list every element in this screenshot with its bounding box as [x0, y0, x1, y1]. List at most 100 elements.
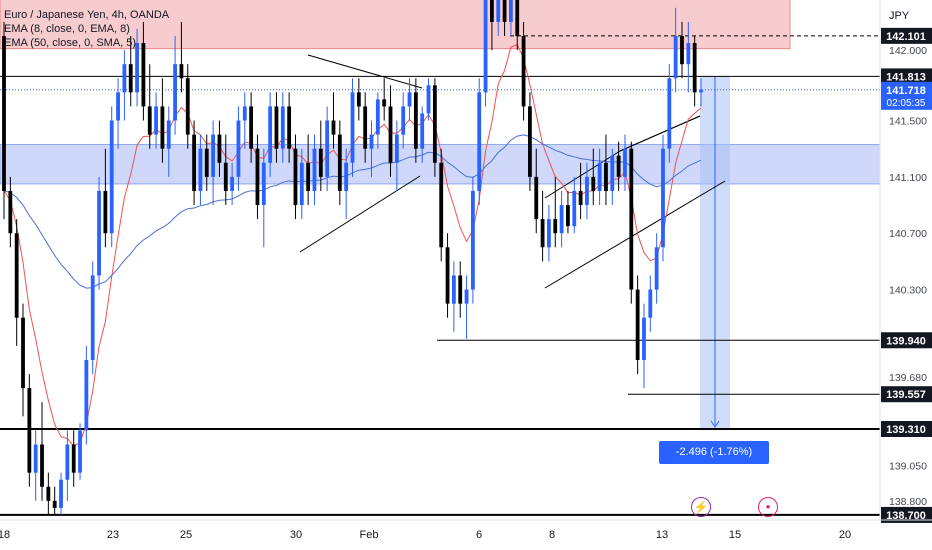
candle	[597, 148, 602, 206]
price-label: 139.310	[886, 424, 926, 436]
candle	[71, 430, 76, 487]
candle-body	[166, 120, 171, 149]
candle-body	[223, 162, 228, 191]
candle-body	[350, 92, 355, 163]
candle-body	[420, 113, 425, 149]
candle-body	[337, 134, 342, 191]
candle-body	[160, 106, 165, 149]
candle	[306, 134, 311, 206]
candle-body	[483, 0, 488, 93]
price-label-bg	[881, 421, 932, 437]
candle-body	[344, 162, 349, 191]
candle-body	[686, 43, 691, 65]
candle-body	[667, 78, 672, 149]
candle	[578, 162, 583, 220]
candle	[160, 78, 165, 163]
candle	[686, 21, 691, 93]
candle-body	[204, 148, 209, 177]
candle-body	[382, 99, 387, 107]
candle-body	[90, 275, 95, 360]
candle	[515, 0, 520, 51]
candle	[198, 134, 203, 206]
candle	[109, 106, 114, 248]
candle	[185, 64, 190, 149]
candle-body	[103, 190, 108, 234]
candle-body	[217, 134, 222, 163]
candle-body	[591, 176, 596, 191]
candle	[458, 261, 463, 318]
record-icon[interactable]: ●	[758, 497, 778, 517]
candle	[318, 120, 323, 191]
candle	[591, 148, 596, 206]
price-tick: 140.300	[889, 285, 927, 297]
candle-body	[299, 162, 304, 206]
candle-body	[559, 205, 564, 234]
candle	[230, 162, 235, 206]
candle	[496, 0, 501, 36]
price-tick: 138.800	[889, 496, 927, 508]
candle-body	[261, 162, 266, 206]
candle	[692, 36, 697, 107]
candle	[344, 148, 349, 220]
lightning-icon[interactable]: ⚡	[691, 497, 711, 517]
time-tick: 20	[839, 529, 851, 541]
candle	[46, 472, 51, 515]
candle-body	[553, 219, 558, 234]
candle-body	[287, 106, 292, 149]
candle	[84, 345, 89, 445]
price-label: 138.700	[886, 510, 926, 522]
time-tick: 13	[656, 529, 668, 541]
measure-label: -2.496 (-1.76%) -249.6	[659, 441, 769, 481]
time-tick: 25	[180, 529, 192, 541]
candle-body	[331, 120, 336, 135]
price-label: 142.101	[886, 31, 926, 43]
symbol-title: Euro / Japanese Yen, 4h, OANDA	[4, 9, 170, 21]
candle-body	[274, 106, 279, 149]
candle	[274, 92, 279, 163]
candle	[369, 120, 374, 177]
candle	[204, 134, 209, 191]
price-label: 141.813	[886, 71, 926, 83]
candle-body	[122, 64, 127, 93]
candle	[394, 120, 399, 191]
candle-body	[375, 99, 380, 135]
candle-body	[128, 64, 133, 93]
candle	[223, 134, 228, 206]
candle	[407, 78, 412, 121]
candle-body	[648, 289, 653, 318]
candle	[540, 190, 545, 262]
candle	[489, 0, 494, 51]
candle-body	[242, 106, 247, 121]
candle	[509, 0, 513, 36]
candle-body	[147, 106, 152, 135]
candle-body	[185, 78, 190, 135]
candle	[413, 78, 418, 163]
candle-body	[623, 148, 627, 177]
candle	[382, 78, 387, 121]
candle-body	[27, 388, 32, 473]
price-tick: 139.680	[889, 372, 927, 384]
candle	[483, 0, 488, 107]
candle	[363, 92, 368, 163]
candle	[680, 21, 684, 79]
candle	[78, 423, 82, 480]
candle	[211, 120, 216, 206]
candle-body	[534, 176, 539, 220]
candle-body	[109, 120, 114, 234]
candle-body	[255, 148, 260, 206]
candle	[166, 106, 171, 177]
candle	[192, 120, 196, 206]
candle	[432, 78, 437, 177]
candle-body	[97, 190, 101, 276]
candle	[629, 141, 634, 304]
candle-body	[578, 190, 583, 206]
candle	[350, 78, 355, 177]
candle-body	[673, 36, 678, 79]
candle	[122, 50, 127, 121]
candle-body	[52, 500, 57, 508]
candle-body	[59, 479, 63, 508]
candle	[154, 92, 158, 149]
price-label-bg	[881, 332, 932, 349]
candle	[610, 148, 615, 206]
